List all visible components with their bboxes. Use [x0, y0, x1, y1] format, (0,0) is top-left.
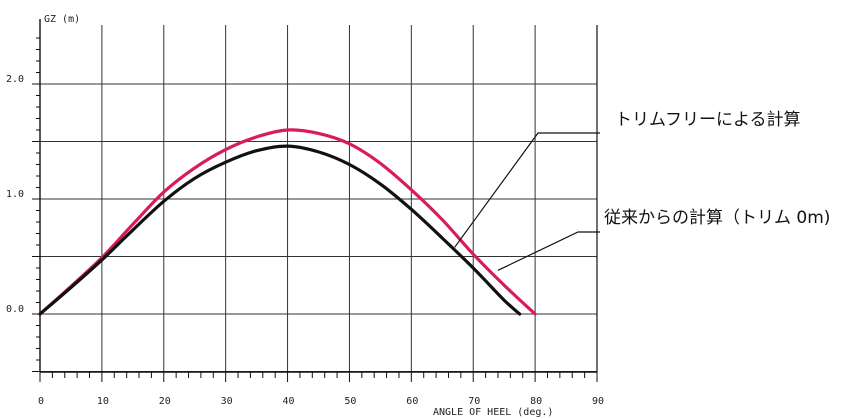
y-tick-label: 0.0: [6, 304, 24, 315]
x-tick-label: 80: [530, 396, 542, 407]
x-tick-label: 30: [221, 396, 233, 407]
y-tick-label: 2.0: [6, 74, 24, 85]
x-tick-label: 40: [283, 396, 295, 407]
y-axis-label: GZ (m): [44, 14, 80, 25]
axis-ticks: [32, 37, 598, 382]
y-tick-label: 1.0: [6, 189, 24, 200]
series-line-1: [38, 144, 522, 316]
x-tick-label: 60: [406, 396, 418, 407]
x-tick-label: 0: [38, 396, 44, 407]
annotation-label: 従来からの計算（トリム 0m): [604, 208, 830, 228]
tick-labels: 0 10 20 30 40 50 60 70 80 90 0.0 1.0 2.0: [6, 74, 604, 407]
series-lines: [38, 128, 537, 316]
x-axis-label: ANGLE OF HEEL (deg.): [433, 407, 553, 418]
annotation-leader-line: [454, 132, 600, 248]
grid-lines: [40, 25, 597, 372]
annotation-leader-line: [497, 231, 600, 271]
x-tick-label: 10: [97, 396, 109, 407]
series-line-0: [38, 128, 537, 316]
plot-frame: [39, 19, 598, 373]
x-tick-label: 70: [468, 396, 480, 407]
x-tick-label: 90: [592, 396, 604, 407]
x-tick-label: 20: [159, 396, 171, 407]
annotation-label: トリムフリーによる計算: [615, 110, 800, 130]
x-tick-label: 50: [344, 396, 356, 407]
